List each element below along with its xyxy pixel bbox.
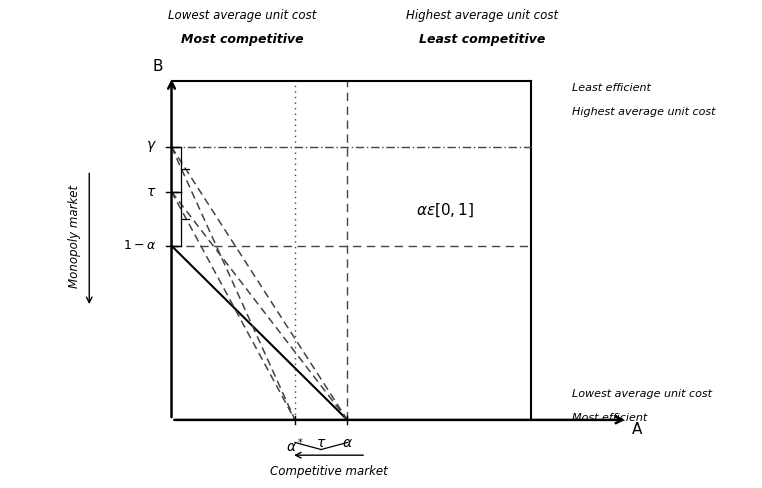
Text: $\alpha\varepsilon[0, 1]$: $\alpha\varepsilon[0, 1]$ [415,202,474,219]
Text: Lowest average unit cost: Lowest average unit cost [572,389,712,399]
Text: Least competitive: Least competitive [419,33,545,46]
Text: A: A [632,422,642,437]
Text: Monopoly market: Monopoly market [68,185,81,288]
Text: Most efficient: Most efficient [572,412,647,423]
Text: Lowest average unit cost: Lowest average unit cost [168,9,317,22]
Text: Competitive market: Competitive market [270,465,388,478]
Text: $\tau$: $\tau$ [146,184,156,199]
Text: $\gamma$: $\gamma$ [146,140,156,155]
Text: $\alpha$: $\alpha$ [342,436,353,450]
Text: Highest average unit cost: Highest average unit cost [572,107,716,117]
Text: $1-\alpha$: $1-\alpha$ [123,239,156,252]
Text: B: B [152,59,162,74]
Text: Least efficient: Least efficient [572,83,651,93]
Text: Highest average unit cost: Highest average unit cost [406,9,558,22]
Text: $\tau$: $\tau$ [316,436,326,450]
Text: Most competitive: Most competitive [181,33,304,46]
Text: $\alpha^*$: $\alpha^*$ [286,436,304,455]
